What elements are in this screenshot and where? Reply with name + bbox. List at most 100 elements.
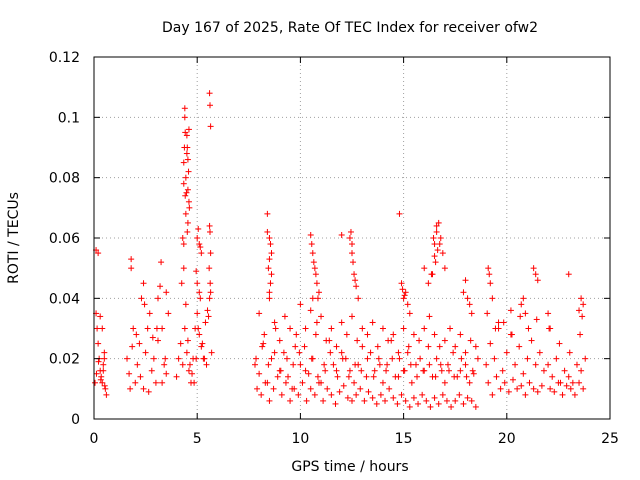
- data-point: [435, 400, 442, 407]
- data-point: [434, 247, 441, 254]
- data-point: [180, 241, 187, 248]
- data-point: [100, 361, 107, 368]
- data-point: [189, 370, 196, 377]
- data-point: [518, 382, 525, 389]
- data-point: [179, 235, 186, 241]
- data-point: [518, 301, 525, 308]
- data-point: [517, 313, 524, 320]
- data-point: [124, 355, 131, 362]
- data-point: [95, 250, 102, 257]
- y-axis-title: ROTI / TECUs: [6, 192, 22, 284]
- data-point: [561, 367, 568, 374]
- data-point: [398, 391, 405, 398]
- data-point: [415, 400, 422, 407]
- data-point: [526, 379, 533, 386]
- data-point: [307, 307, 314, 314]
- data-point: [92, 379, 99, 386]
- data-point: [460, 400, 467, 407]
- data-point: [376, 361, 383, 368]
- data-point: [183, 150, 190, 157]
- data-point: [472, 403, 479, 410]
- data-point: [398, 280, 405, 287]
- data-point: [162, 355, 169, 362]
- data-point: [161, 361, 168, 368]
- data-point: [303, 397, 310, 404]
- data-point: [530, 265, 537, 272]
- data-point: [130, 325, 137, 332]
- data-point: [421, 265, 428, 272]
- data-point: [343, 331, 350, 338]
- data-point: [191, 379, 198, 386]
- data-point: [555, 379, 562, 386]
- data-point: [432, 373, 439, 380]
- data-point: [134, 361, 141, 368]
- data-point: [140, 385, 147, 392]
- data-point: [437, 235, 444, 241]
- data-point: [328, 325, 335, 332]
- data-point: [491, 355, 498, 362]
- data-point: [441, 337, 448, 344]
- data-point: [97, 313, 104, 320]
- data-point: [566, 349, 573, 356]
- data-point: [530, 385, 537, 392]
- data-point: [569, 379, 576, 386]
- data-point: [271, 319, 278, 326]
- data-point: [183, 189, 190, 196]
- data-point: [182, 174, 189, 181]
- data-point: [565, 373, 572, 380]
- data-point: [401, 367, 408, 374]
- y-tick-label: 0.04: [49, 291, 80, 307]
- data-point: [338, 319, 345, 326]
- data-point: [383, 367, 390, 374]
- data-point: [433, 355, 440, 362]
- data-point: [321, 361, 328, 368]
- data-point: [395, 349, 402, 356]
- data-point: [205, 313, 212, 320]
- data-point: [464, 295, 471, 302]
- data-point: [256, 310, 263, 317]
- data-point: [503, 349, 510, 356]
- data-point: [373, 400, 380, 407]
- data-point: [487, 340, 494, 347]
- x-tick-label: 5: [193, 431, 202, 447]
- data-point: [101, 382, 108, 389]
- data-point: [336, 388, 343, 395]
- data-point: [277, 367, 284, 374]
- data-point: [201, 355, 208, 362]
- data-point: [324, 385, 331, 392]
- data-point: [101, 355, 108, 362]
- data-point: [196, 289, 203, 296]
- data-point: [309, 295, 316, 302]
- data-point: [159, 379, 166, 386]
- data-point: [99, 325, 106, 332]
- data-point: [426, 313, 433, 320]
- data-point: [184, 337, 191, 344]
- data-point: [287, 325, 294, 332]
- data-point: [374, 343, 381, 350]
- data-point: [349, 241, 355, 248]
- data-point: [144, 325, 151, 332]
- data-point: [431, 394, 438, 401]
- data-point: [384, 361, 391, 368]
- data-point: [436, 241, 443, 248]
- data-point: [463, 373, 470, 380]
- data-point: [462, 361, 469, 368]
- data-point: [441, 379, 448, 386]
- x-tick-label: 10: [291, 431, 309, 447]
- y-tick-label: 0.1: [58, 110, 80, 126]
- data-point: [204, 307, 211, 314]
- data-point: [396, 210, 403, 217]
- data-point: [266, 235, 273, 241]
- data-point: [179, 361, 186, 368]
- data-point: [268, 250, 275, 257]
- y-tick-label: 0.06: [49, 231, 80, 247]
- data-point: [436, 343, 443, 350]
- data-point: [451, 373, 458, 380]
- data-point: [132, 379, 139, 386]
- data-point: [462, 349, 469, 356]
- data-point: [253, 355, 260, 362]
- data-point: [185, 367, 192, 374]
- data-point: [407, 361, 414, 368]
- data-point: [578, 367, 585, 374]
- data-point: [311, 391, 318, 398]
